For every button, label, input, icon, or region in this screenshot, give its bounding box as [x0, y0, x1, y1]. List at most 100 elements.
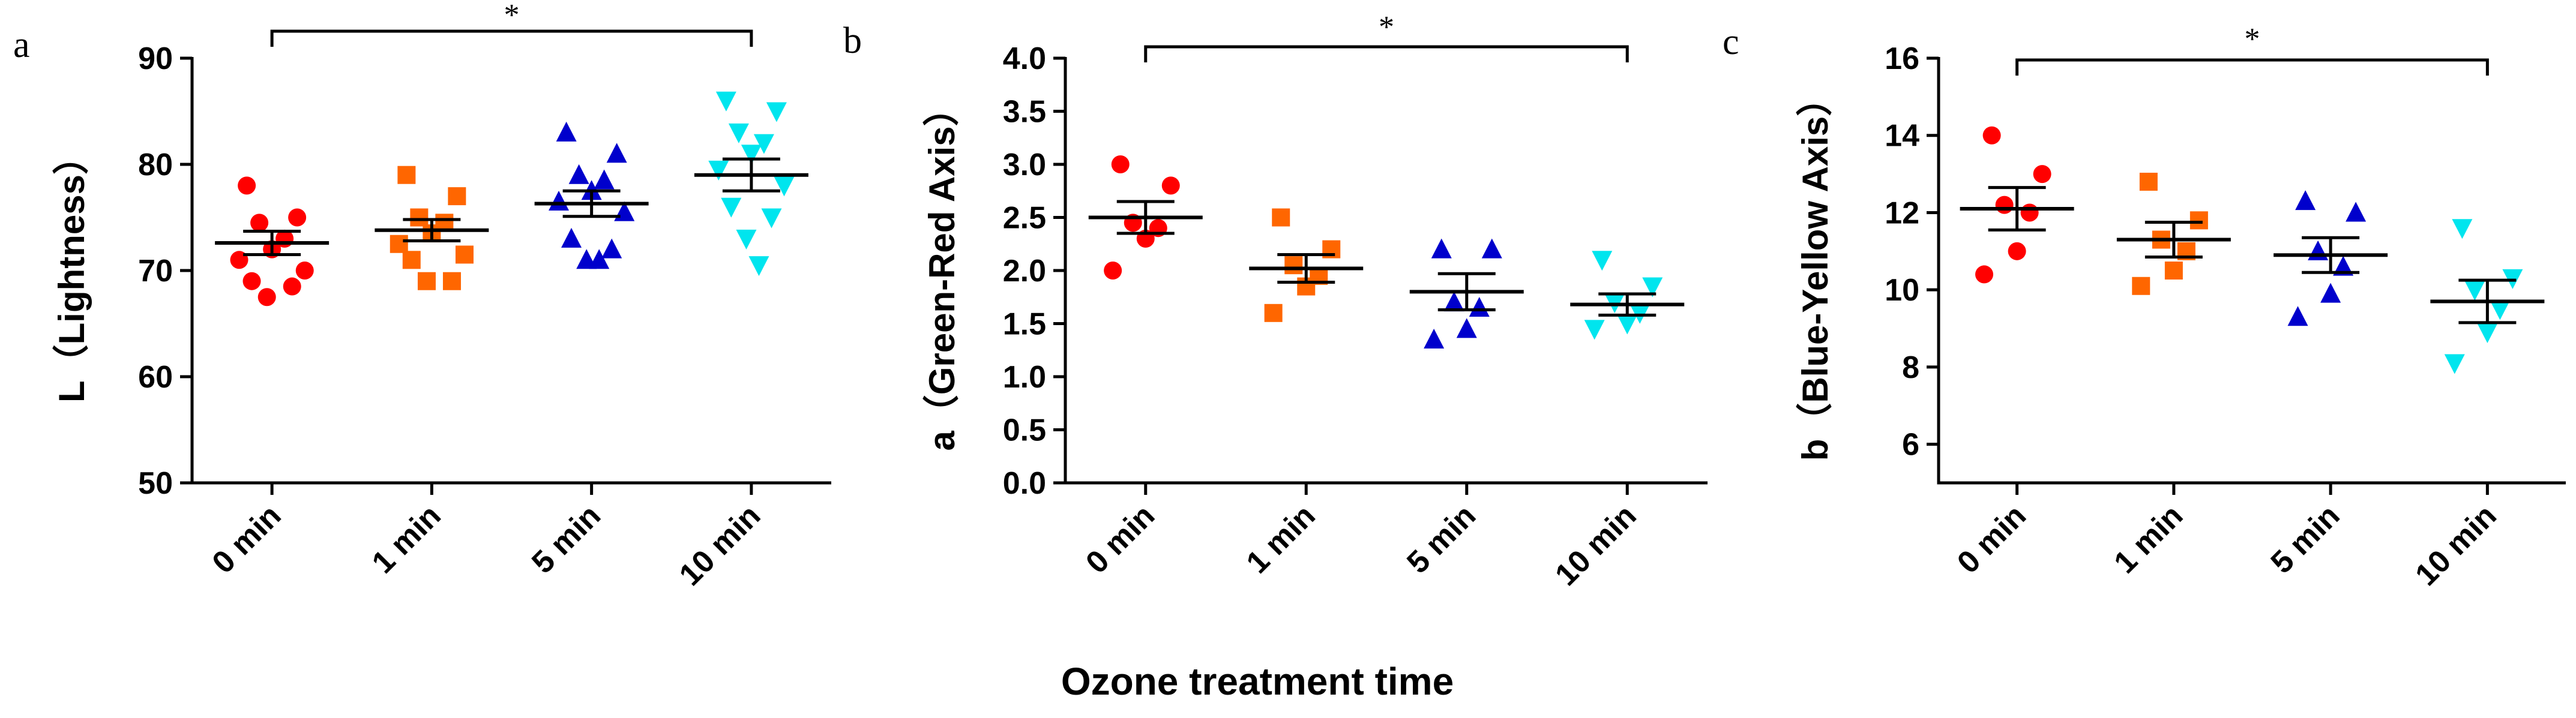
- y-tick-label: 1.5: [1003, 307, 1046, 342]
- data-point: [2452, 219, 2473, 239]
- data-point: [1264, 304, 1283, 322]
- x-tick-label: 1 min: [366, 498, 448, 580]
- data-point: [1975, 265, 1994, 284]
- data-point: [390, 235, 408, 253]
- data-point: [1995, 196, 2014, 214]
- data-point: [1617, 314, 1638, 335]
- data-point: [242, 272, 261, 290]
- data-point: [753, 134, 774, 154]
- data-point: [250, 214, 269, 232]
- data-point: [2008, 242, 2026, 260]
- data-point: [288, 208, 307, 227]
- data-point: [761, 208, 782, 229]
- data-point: [2033, 165, 2051, 184]
- x-tick-label: 5 min: [2265, 498, 2347, 580]
- data-point: [1443, 292, 1464, 312]
- chart-panel-a: a 50 60 70 80 90 L（Lightness） 0 min 1 min 5 min 10…: [13, 0, 831, 593]
- chart-panel-c: c 6 8 10 12 14 16 b（Blue-Yellow Axis） 0 min 1 min…: [1723, 22, 2566, 593]
- data-point: [594, 169, 615, 190]
- y-tick-label: 8: [1902, 350, 1919, 385]
- data-point: [2477, 323, 2498, 343]
- data-point: [1111, 155, 1130, 173]
- data-point: [2287, 306, 2308, 326]
- data-point: [748, 256, 769, 277]
- data-point: [561, 227, 582, 248]
- data-point: [1456, 318, 1477, 338]
- x-tick-label: 5 min: [1400, 498, 1482, 580]
- x-tick-label: 1 min: [1240, 498, 1322, 580]
- y-tick-label: 4.0: [1003, 41, 1046, 76]
- significance-bracket: [1144, 45, 1629, 62]
- y-tick-label: 90: [138, 41, 173, 76]
- data-point: [721, 197, 742, 218]
- data-point: [283, 277, 301, 296]
- y-tick-label: 80: [138, 148, 173, 182]
- data-point: [2132, 277, 2150, 295]
- data-point: [601, 238, 622, 259]
- data-point: [728, 123, 749, 143]
- data-point: [708, 160, 729, 181]
- data-point: [1104, 262, 1122, 280]
- data-point: [2320, 283, 2341, 303]
- data-point: [766, 102, 787, 122]
- data-point: [410, 208, 429, 227]
- x-tick-label: 10 min: [2409, 498, 2503, 592]
- y-tick-label: 3.0: [1003, 148, 1046, 182]
- data-point: [1469, 296, 1490, 317]
- y-axis-title: a（Green-Red Axis）: [922, 90, 962, 450]
- data-point: [2164, 262, 2183, 280]
- x-tick-label: 5 min: [525, 498, 607, 580]
- data-point: [1161, 176, 1180, 195]
- data-point: [448, 187, 466, 206]
- significance-star: *: [1379, 10, 1394, 44]
- y-axis-title: b（Blue-Yellow Axis）: [1795, 80, 1835, 461]
- significance-star: *: [2245, 22, 2260, 56]
- y-tick-label: 10: [1885, 273, 1919, 308]
- x-tick-label: 0 min: [1951, 498, 2033, 580]
- data-point: [1642, 277, 1663, 298]
- y-tick-label: 1.0: [1003, 360, 1046, 395]
- data-point: [736, 229, 757, 250]
- data-point: [257, 288, 276, 307]
- data-point: [2020, 203, 2039, 222]
- data-point: [455, 245, 474, 264]
- y-tick-label: 50: [138, 466, 173, 501]
- data-point: [2189, 211, 2208, 230]
- data-point: [2464, 281, 2485, 301]
- x-tick-label: 10 min: [673, 498, 767, 592]
- data-point: [1424, 329, 1445, 349]
- data-point: [1431, 238, 1452, 259]
- y-tick-label: 2.0: [1003, 254, 1046, 289]
- y-tick-label: 12: [1885, 196, 1919, 230]
- data-point: [589, 249, 610, 269]
- data-point: [741, 145, 762, 165]
- significance-star: *: [504, 0, 520, 32]
- significance-bracket: [270, 29, 753, 47]
- y-tick-label: 0.0: [1003, 466, 1046, 501]
- data-point: [238, 176, 256, 195]
- data-point: [1481, 238, 1502, 259]
- data-point: [2346, 202, 2367, 222]
- chart-panel-b: b 0.0 0.5 1.0 1.5 2.0 2.5 3.0 3.5 4.0 a（Green-Red …: [843, 10, 1708, 593]
- x-tick-label: 1 min: [2107, 498, 2189, 580]
- data-point: [1592, 251, 1613, 271]
- data-point: [397, 166, 416, 184]
- data-point: [2444, 354, 2465, 374]
- x-tick-label: 10 min: [1548, 498, 1643, 592]
- x-tick-label: 0 min: [206, 498, 288, 580]
- data-point: [549, 190, 570, 211]
- data-point: [715, 91, 736, 112]
- data-point: [774, 176, 795, 197]
- y-tick-label: 2.5: [1003, 201, 1046, 236]
- significance-bracket: [2015, 58, 2489, 76]
- shared-x-axis-title: Ozone treatment time: [1061, 660, 1454, 703]
- y-tick-label: 0.5: [1003, 413, 1046, 448]
- y-tick-label: 70: [138, 254, 173, 289]
- y-tick-label: 3.5: [1003, 95, 1046, 130]
- data-point: [1584, 320, 1605, 340]
- data-point: [2490, 300, 2511, 320]
- data-point: [606, 143, 627, 163]
- data-point: [556, 121, 577, 142]
- data-point: [295, 262, 314, 280]
